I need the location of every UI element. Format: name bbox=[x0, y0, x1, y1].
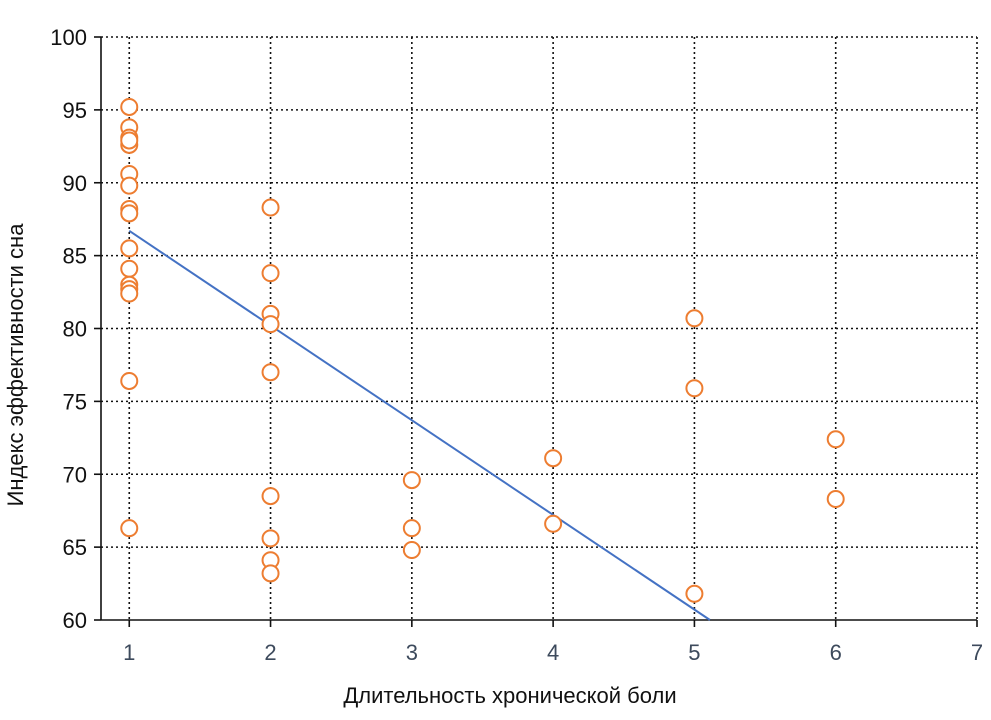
data-point bbox=[685, 309, 704, 328]
data-point bbox=[120, 97, 139, 116]
y-tick-label: 100 bbox=[50, 25, 87, 50]
data-point bbox=[120, 371, 139, 390]
x-tick-label: 5 bbox=[688, 640, 700, 665]
data-point bbox=[544, 449, 563, 468]
data-point bbox=[261, 363, 280, 382]
data-point bbox=[685, 584, 704, 603]
data-point bbox=[120, 259, 139, 278]
x-tick-label: 7 bbox=[971, 640, 983, 665]
data-point bbox=[120, 176, 139, 195]
axis-layer: 60 65 70 75 80 85 90 95 100 1 2 3 4 5 6 7 bbox=[50, 25, 983, 665]
data-point bbox=[685, 379, 704, 398]
grid-layer bbox=[101, 36, 978, 620]
data-point bbox=[544, 514, 563, 533]
trendline bbox=[128, 230, 711, 621]
y-tick-label: 90 bbox=[63, 171, 87, 196]
x-axis-title: Длительность хронической боли bbox=[343, 683, 676, 708]
y-tick-label: 85 bbox=[63, 244, 87, 269]
data-point bbox=[402, 471, 421, 490]
data-points-layer bbox=[120, 97, 845, 603]
y-tick-label: 75 bbox=[63, 389, 87, 414]
y-tick-label: 95 bbox=[63, 98, 87, 123]
data-point bbox=[120, 131, 139, 150]
y-tick-label: 60 bbox=[63, 608, 87, 633]
data-point bbox=[261, 529, 280, 548]
data-point bbox=[261, 564, 280, 583]
data-point bbox=[120, 204, 139, 223]
y-tick-label: 65 bbox=[63, 535, 87, 560]
x-tick-label: 6 bbox=[830, 640, 842, 665]
x-tick-label: 3 bbox=[406, 640, 418, 665]
data-point bbox=[261, 315, 280, 334]
y-tick-label: 80 bbox=[63, 317, 87, 342]
y-axis-title: Индекс эффективности сна bbox=[3, 223, 28, 507]
x-tick-label: 2 bbox=[264, 640, 276, 665]
data-point bbox=[120, 239, 139, 258]
x-tick-label: 4 bbox=[547, 640, 559, 665]
data-point bbox=[120, 284, 139, 303]
x-tick-label: 1 bbox=[123, 640, 135, 665]
y-tick-label: 70 bbox=[63, 462, 87, 487]
data-point bbox=[402, 541, 421, 560]
data-point bbox=[261, 487, 280, 506]
trendline-layer bbox=[128, 230, 711, 621]
data-point bbox=[826, 430, 845, 449]
data-point bbox=[261, 198, 280, 217]
data-point bbox=[402, 519, 421, 538]
data-point bbox=[826, 490, 845, 509]
data-point bbox=[120, 519, 139, 538]
data-point bbox=[261, 264, 280, 283]
